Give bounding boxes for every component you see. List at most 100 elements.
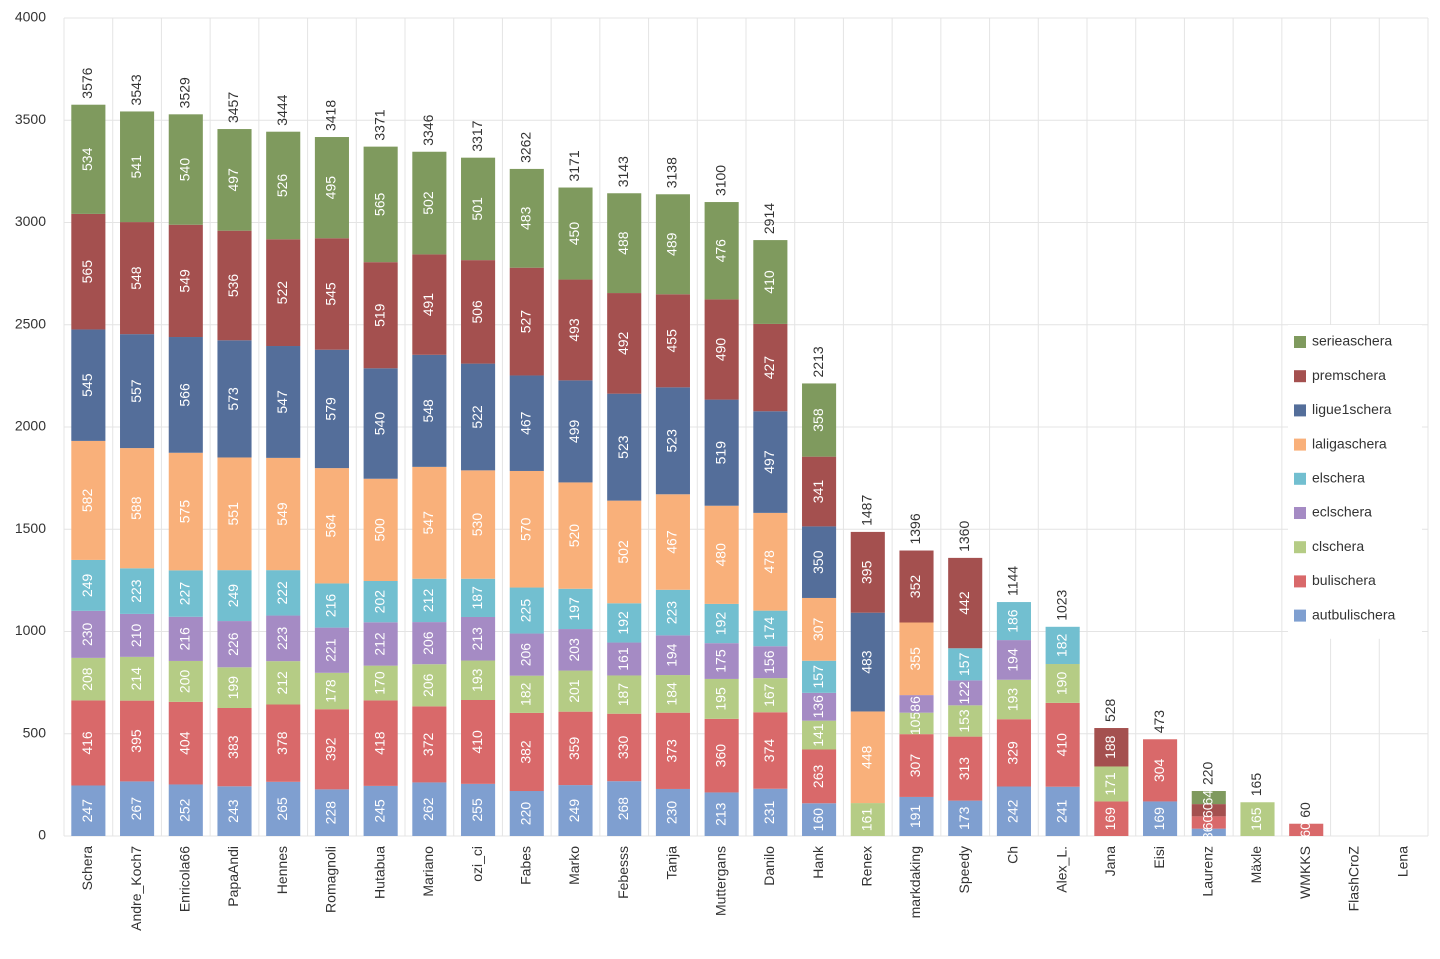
data-label: 404 (176, 731, 192, 755)
bar-segment (314, 627, 349, 673)
bar-segment (120, 448, 155, 569)
bar-segment (363, 580, 398, 623)
legend-swatch (1294, 336, 1306, 348)
data-label: 191 (907, 805, 923, 829)
data-label: 341 (810, 480, 826, 504)
data-label: 249 (225, 584, 241, 608)
bar-segment (607, 675, 642, 714)
bar-segment (607, 713, 642, 782)
x-tick-label: Schera (79, 846, 95, 891)
bar-segment (948, 800, 983, 836)
data-label: 223 (664, 601, 680, 625)
bar-segment (1191, 816, 1226, 829)
data-label: 200 (176, 670, 192, 694)
total-label: 3371 (371, 109, 387, 140)
total-label: 165 (1248, 773, 1264, 797)
data-label: 382 (517, 740, 533, 764)
data-label: 206 (517, 643, 533, 667)
data-label: 491 (420, 293, 436, 317)
x-tick-label: Fabes (517, 846, 533, 885)
bar-segment (461, 578, 496, 617)
data-label: 153 (956, 709, 972, 733)
data-label: 557 (128, 379, 144, 403)
bar-segment (704, 792, 739, 836)
total-label: 3138 (664, 157, 680, 188)
data-label: 442 (956, 591, 972, 615)
bar-segment (607, 293, 642, 394)
bar-segment (753, 788, 788, 836)
bar-segment (1240, 802, 1275, 836)
bar-segment (753, 411, 788, 513)
bar-segment (607, 500, 642, 604)
data-label: 182 (517, 682, 533, 706)
data-label: 165 (1248, 807, 1264, 831)
data-label: 307 (810, 617, 826, 641)
bar-segment (120, 568, 155, 614)
bar-segment (802, 749, 837, 804)
data-label: 519 (371, 303, 387, 327)
data-label: 573 (225, 387, 241, 411)
data-label: 355 (907, 647, 923, 671)
data-label: 228 (323, 801, 339, 825)
bar-segment (120, 613, 155, 657)
bar-segment (1191, 804, 1226, 817)
y-tick-label: 1000 (15, 622, 46, 638)
bar-segment (461, 783, 496, 836)
bar-segment (168, 660, 203, 702)
bar-segment (168, 570, 203, 617)
legend-swatch (1294, 575, 1306, 588)
data-label: 203 (566, 638, 582, 662)
bar-segment (558, 482, 593, 589)
data-label: 223 (274, 626, 290, 650)
bar-segment (461, 616, 496, 661)
bar-segment (558, 588, 593, 630)
bar-segment (266, 781, 301, 836)
bar-segment (314, 672, 349, 710)
bar-segment (217, 129, 252, 231)
bar-segment (266, 615, 301, 662)
legend-label: serieaschera (1312, 333, 1392, 349)
x-tick-label: Muttergans (712, 846, 728, 916)
bar-segment (168, 784, 203, 836)
data-label: 194 (664, 643, 680, 667)
data-label: 252 (176, 798, 192, 822)
data-label: 523 (664, 429, 680, 453)
bar-segment (168, 224, 203, 338)
bar-segment (948, 705, 983, 737)
total-label: 3576 (79, 67, 95, 98)
data-label: 231 (761, 800, 777, 824)
data-label: 64 (1199, 790, 1215, 806)
bar-segment (412, 466, 447, 579)
bar-segment (558, 279, 593, 381)
data-label: 564 (323, 514, 339, 538)
data-label: 548 (128, 266, 144, 290)
bar-segment (802, 692, 837, 721)
x-tick-label: Alex_L. (1053, 846, 1069, 893)
data-label: 502 (615, 540, 631, 564)
data-label: 193 (1005, 688, 1021, 712)
x-tick-label: Laurenz (1199, 846, 1215, 897)
data-label: 210 (128, 623, 144, 647)
bar-segment (266, 239, 301, 347)
data-label: 501 (469, 197, 485, 221)
x-tick-label: Ch (1005, 846, 1021, 864)
bar-segment (412, 706, 447, 783)
data-label: 213 (469, 627, 485, 651)
data-label: 329 (1005, 741, 1021, 765)
total-label: 3317 (469, 120, 485, 151)
data-label: 541 (128, 155, 144, 179)
data-label: 545 (79, 373, 95, 397)
bar-segment (363, 622, 398, 666)
bar-segment (753, 712, 788, 789)
bar-segment (704, 643, 739, 679)
x-tick-label: Hennes (274, 846, 290, 894)
x-tick-label: Mariano (420, 846, 436, 897)
bar-segment (217, 621, 252, 668)
bar-segment (1094, 766, 1129, 802)
data-label: 522 (274, 281, 290, 305)
bar-segment (655, 194, 690, 295)
data-label: 527 (517, 310, 533, 334)
legend-swatch (1294, 609, 1306, 622)
bar-segment (120, 334, 155, 449)
